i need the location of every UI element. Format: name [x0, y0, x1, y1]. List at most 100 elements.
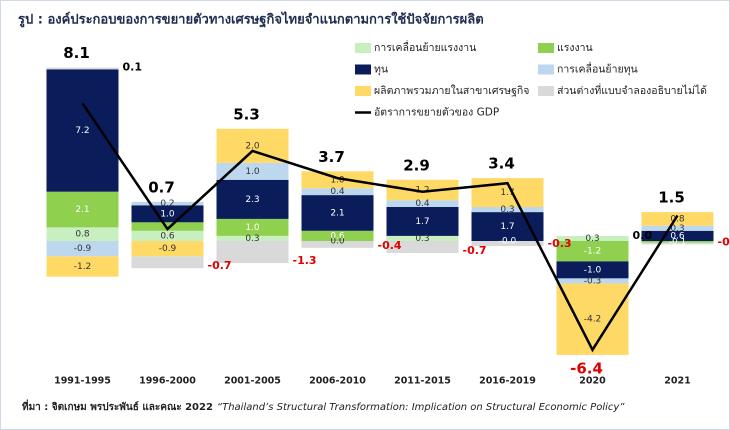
data-label: -1.2	[74, 262, 92, 272]
legend-label: ทุน	[374, 64, 388, 76]
total-label: 8.1	[63, 44, 90, 62]
legend-swatch	[538, 43, 554, 53]
bar-segment	[471, 207, 544, 213]
bar-segment	[301, 195, 374, 231]
x-tick-label: 2016-2019	[479, 376, 536, 387]
legend-label: การเคลื่อนย้ายแรงงาน	[374, 40, 476, 54]
data-label: -0.7	[208, 259, 232, 272]
data-label: 0.6	[330, 231, 345, 241]
data-label: 0.3	[585, 234, 599, 244]
legend-label: แรงงาน	[557, 42, 593, 54]
legend-item: แรงงาน	[538, 42, 593, 54]
bar-segment	[301, 188, 374, 196]
bar-segment	[556, 261, 629, 279]
data-label: -1.2	[584, 247, 602, 257]
bar-segment	[216, 128, 289, 163]
legend-label: ผลิตภาพรวมภายในสาขาเศรษฐกิจ	[374, 84, 529, 97]
data-label: 0.4	[330, 187, 345, 197]
bar-segment	[46, 241, 119, 257]
bar-segment	[131, 241, 204, 257]
bar-segment	[641, 242, 714, 245]
bar-segment	[301, 241, 374, 248]
bar-segment	[386, 241, 459, 253]
bar-segment	[386, 200, 459, 207]
source-title: “Thailand’s Structural Transformation: I…	[217, 402, 625, 413]
data-label: 0.3	[415, 234, 429, 244]
data-label: 1.7	[415, 217, 429, 227]
data-label: -0.9	[159, 244, 177, 254]
data-label: -0.7	[463, 244, 487, 257]
legend-swatch	[538, 86, 554, 96]
data-label: -0.0	[499, 237, 517, 247]
bar-segment	[556, 241, 629, 262]
legend-swatch	[355, 86, 371, 96]
bar-segment	[131, 201, 204, 206]
legend-item: การเคลื่อนย้ายแรงงาน	[355, 40, 476, 54]
bar-segment	[216, 179, 289, 219]
legend-swatch	[355, 64, 371, 75]
data-label: -0.1	[669, 237, 687, 247]
bar-segment	[641, 212, 714, 226]
bar-segment	[46, 69, 119, 192]
data-label: 2.1	[75, 205, 89, 215]
bar-segment	[471, 212, 544, 241]
legend-swatch	[355, 43, 371, 53]
data-label: -0.9	[74, 244, 92, 254]
data-label: 1.0	[245, 223, 260, 233]
data-label: 0.1	[123, 61, 143, 74]
data-label: 1.7	[500, 222, 514, 232]
data-label: -0.3	[584, 276, 602, 286]
bar-segment	[641, 241, 714, 243]
data-label: 1.0	[330, 175, 345, 185]
data-label: -1.0	[584, 265, 602, 275]
x-tick-label: 1996-2000	[139, 376, 196, 387]
source-prefix: ที่มา : จิตเกษม พรประพันธ์ และคณะ 2022	[22, 399, 213, 413]
data-label: 0.6	[670, 231, 685, 241]
data-label: 0.4	[415, 199, 430, 209]
legend-swatch	[538, 64, 554, 75]
x-tick-label: 2001-2005	[224, 376, 281, 387]
bar-segment	[301, 230, 374, 241]
data-label: -4.2	[584, 315, 602, 325]
total-label: 5.3	[233, 105, 260, 123]
data-label: -0.1	[718, 235, 730, 248]
data-label: 2.3	[245, 195, 259, 205]
total-label: 2.9	[403, 156, 430, 174]
data-label: -1.3	[293, 254, 317, 267]
data-label: -0.3	[548, 237, 572, 250]
bar-segment	[216, 218, 289, 236]
data-label: 2.0	[245, 141, 260, 151]
legend-label: การเคลื่อนย้ายทุน	[557, 62, 638, 76]
x-tick-label: 1991-1995	[54, 376, 111, 387]
data-label: 0.8	[75, 230, 90, 240]
data-label: 0.2	[160, 199, 174, 209]
legend-item: อัตราการขยายตัวของ GDP	[355, 107, 499, 119]
data-label: 0.6	[160, 231, 175, 241]
legend-item: ทุน	[355, 64, 388, 76]
bar-segment	[556, 278, 629, 284]
bar-segment	[216, 235, 289, 241]
bar-segment	[46, 256, 119, 277]
data-label: 1.0	[160, 209, 175, 219]
x-tick-label: 2011-2015	[394, 376, 451, 387]
x-tick-label: 2006-2010	[309, 376, 366, 387]
bar-segment	[131, 230, 204, 241]
bar-segment	[641, 225, 714, 231]
data-label: 0.0	[330, 237, 345, 247]
bar-segment	[556, 283, 629, 355]
bar-segment	[46, 191, 119, 228]
data-label: 0.8	[670, 214, 685, 224]
legend-item: ผลิตภาพรวมภายในสาขาเศรษฐกิจ	[355, 84, 529, 97]
bar-segment	[131, 256, 204, 269]
data-label: 7.2	[75, 126, 89, 136]
bar-segment	[46, 67, 119, 70]
total-label: 3.7	[318, 148, 345, 166]
source: ที่มา : จิตเกษม พรประพันธ์ และคณะ 2022 “T…	[22, 399, 625, 413]
bar-segment	[641, 230, 714, 241]
bar-segment	[131, 205, 204, 223]
total-label: -6.4	[570, 359, 603, 377]
bar-segment	[216, 241, 289, 264]
bar-segment	[556, 235, 629, 241]
bar-segment	[386, 235, 459, 241]
total-label: 3.4	[488, 155, 515, 173]
